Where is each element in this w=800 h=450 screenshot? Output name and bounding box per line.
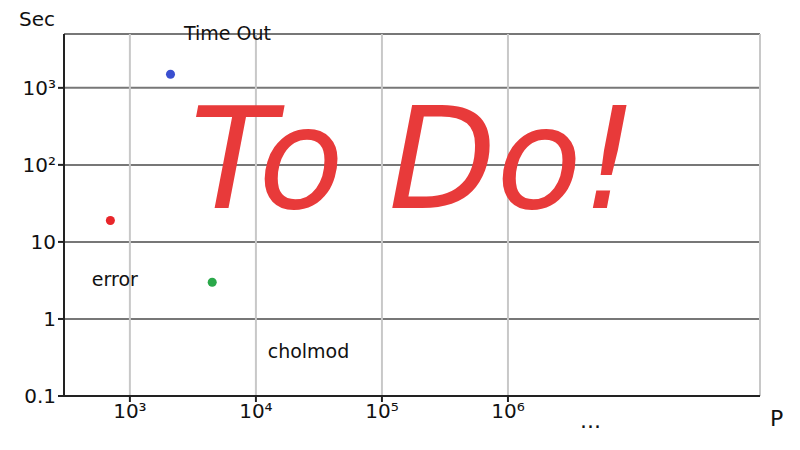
svg-text:P: P bbox=[770, 406, 783, 431]
svg-text:10: 10 bbox=[31, 230, 56, 254]
svg-text:10²: 10² bbox=[23, 153, 56, 177]
svg-text:cholmod: cholmod bbox=[268, 340, 350, 362]
svg-text:10⁵: 10⁵ bbox=[365, 399, 398, 423]
svg-text:Sec: Sec bbox=[19, 7, 55, 31]
svg-text:10⁴: 10⁴ bbox=[239, 399, 272, 423]
svg-text:Time Out: Time Out bbox=[183, 22, 271, 44]
svg-text:error: error bbox=[92, 268, 138, 290]
html-text:To Do!: To Do! bbox=[190, 78, 638, 241]
svg-text:1: 1 bbox=[43, 307, 56, 331]
svg-text:10⁶: 10⁶ bbox=[491, 399, 524, 423]
svg-text:10³: 10³ bbox=[23, 76, 56, 100]
svg-text:10³: 10³ bbox=[113, 399, 146, 423]
svg-text:0.1: 0.1 bbox=[24, 384, 56, 408]
